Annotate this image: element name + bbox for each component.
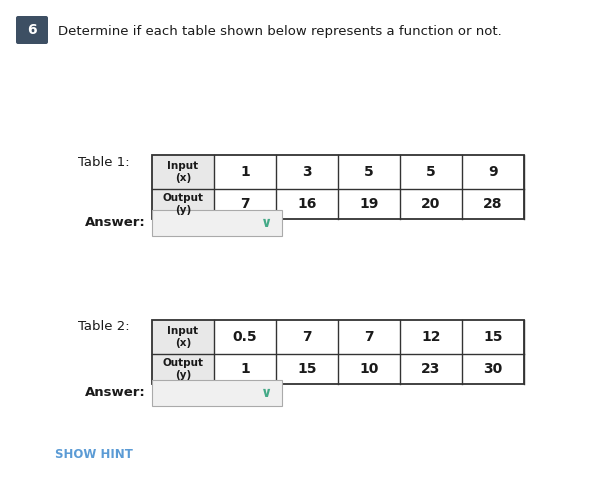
- Text: Answer:: Answer:: [85, 387, 146, 399]
- Text: 16: 16: [297, 197, 317, 211]
- Text: SHOW HINT: SHOW HINT: [55, 449, 133, 462]
- FancyBboxPatch shape: [16, 16, 48, 44]
- Text: 30: 30: [483, 362, 503, 376]
- Text: 23: 23: [421, 362, 441, 376]
- Text: Output
(y): Output (y): [163, 193, 203, 215]
- Text: 0.5: 0.5: [233, 330, 257, 344]
- Text: 15: 15: [483, 330, 503, 344]
- Text: 5: 5: [426, 165, 436, 179]
- Text: 7: 7: [240, 197, 250, 211]
- Text: 9: 9: [488, 165, 498, 179]
- Text: 3: 3: [302, 165, 312, 179]
- Text: Answer:: Answer:: [85, 216, 146, 229]
- Text: Determine if each table shown below represents a function or not.: Determine if each table shown below repr…: [58, 26, 501, 39]
- Text: 6: 6: [27, 23, 37, 37]
- Text: 1: 1: [240, 362, 250, 376]
- Text: 1: 1: [240, 165, 250, 179]
- Bar: [152, 155, 214, 219]
- Text: 7: 7: [302, 330, 312, 344]
- Text: Output
(y): Output (y): [163, 358, 203, 380]
- Bar: [152, 380, 282, 406]
- Text: ∨: ∨: [261, 386, 273, 400]
- Bar: [152, 320, 524, 384]
- Text: 10: 10: [359, 362, 379, 376]
- Text: Table 2:: Table 2:: [78, 320, 129, 333]
- Text: 28: 28: [483, 197, 503, 211]
- Bar: [152, 155, 524, 219]
- Text: 7: 7: [364, 330, 374, 344]
- Bar: [152, 320, 214, 384]
- Bar: [152, 210, 282, 236]
- Text: 19: 19: [359, 197, 379, 211]
- Text: 12: 12: [421, 330, 441, 344]
- Text: Input
(x): Input (x): [167, 326, 199, 348]
- Text: ∨: ∨: [261, 216, 273, 230]
- Text: 15: 15: [297, 362, 317, 376]
- Text: 5: 5: [364, 165, 374, 179]
- Text: 20: 20: [421, 197, 441, 211]
- Text: Input
(x): Input (x): [167, 161, 199, 183]
- Text: Table 1:: Table 1:: [78, 155, 129, 168]
